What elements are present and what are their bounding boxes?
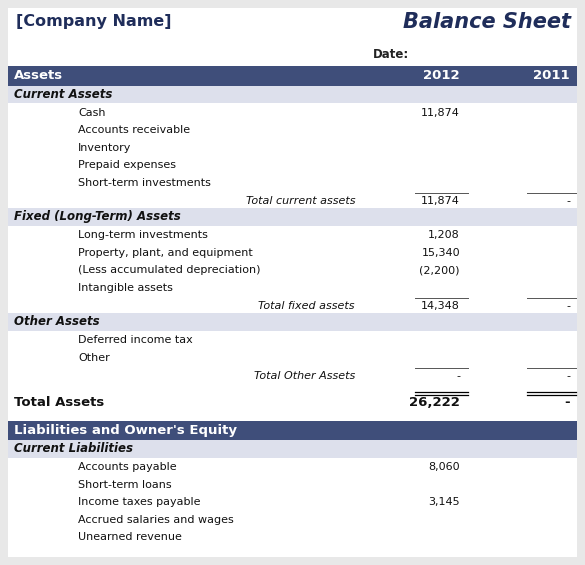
Bar bbox=[8, 85, 577, 103]
Text: Long-term investments: Long-term investments bbox=[78, 231, 208, 240]
Bar bbox=[8, 313, 577, 331]
Text: Accounts receivable: Accounts receivable bbox=[78, 125, 190, 135]
Text: Unearned revenue: Unearned revenue bbox=[78, 532, 182, 542]
Text: -: - bbox=[566, 196, 570, 206]
Text: -: - bbox=[566, 301, 570, 311]
Text: Intangible assets: Intangible assets bbox=[78, 282, 173, 293]
Bar bbox=[8, 420, 577, 440]
Text: [Company Name]: [Company Name] bbox=[16, 14, 171, 29]
Text: Fixed (Long-Term) Assets: Fixed (Long-Term) Assets bbox=[14, 210, 181, 223]
Text: Assets: Assets bbox=[14, 69, 63, 82]
Text: Short-term investments: Short-term investments bbox=[78, 178, 211, 188]
Text: (Less accumulated depreciation): (Less accumulated depreciation) bbox=[78, 265, 260, 275]
Text: (2,200): (2,200) bbox=[419, 265, 460, 275]
Text: Current Assets: Current Assets bbox=[14, 88, 112, 101]
Text: Current Liabilities: Current Liabilities bbox=[14, 442, 133, 455]
Text: Total Other Assets: Total Other Assets bbox=[254, 371, 355, 381]
Text: Income taxes payable: Income taxes payable bbox=[78, 497, 201, 507]
Text: Accrued salaries and wages: Accrued salaries and wages bbox=[78, 515, 234, 525]
Text: Prepaid expenses: Prepaid expenses bbox=[78, 160, 176, 170]
Text: Short-term loans: Short-term loans bbox=[78, 480, 171, 490]
Text: Total current assets: Total current assets bbox=[246, 196, 355, 206]
Text: Date:: Date: bbox=[373, 48, 409, 61]
Bar bbox=[8, 440, 577, 458]
Text: Other: Other bbox=[78, 353, 110, 363]
Text: 2011: 2011 bbox=[534, 69, 570, 82]
Bar bbox=[8, 66, 577, 85]
Text: Property, plant, and equipment: Property, plant, and equipment bbox=[78, 247, 253, 258]
Text: Accounts payable: Accounts payable bbox=[78, 462, 177, 472]
Text: Liabilities and Owner's Equity: Liabilities and Owner's Equity bbox=[14, 424, 237, 437]
Text: 15,340: 15,340 bbox=[421, 247, 460, 258]
Text: 1,208: 1,208 bbox=[428, 231, 460, 240]
Text: -: - bbox=[565, 396, 570, 409]
Text: Cash: Cash bbox=[78, 108, 105, 118]
Text: Inventory: Inventory bbox=[78, 143, 132, 153]
Text: 11,874: 11,874 bbox=[421, 108, 460, 118]
Text: 11,874: 11,874 bbox=[421, 196, 460, 206]
Text: 3,145: 3,145 bbox=[428, 497, 460, 507]
Text: -: - bbox=[566, 371, 570, 381]
Text: 14,348: 14,348 bbox=[421, 301, 460, 311]
Text: 26,222: 26,222 bbox=[409, 396, 460, 409]
Bar bbox=[8, 208, 577, 225]
Text: Other Assets: Other Assets bbox=[14, 315, 99, 328]
Text: Total Assets: Total Assets bbox=[14, 396, 104, 409]
Text: Deferred income tax: Deferred income tax bbox=[78, 335, 192, 345]
Text: -: - bbox=[456, 371, 460, 381]
Text: 2012: 2012 bbox=[424, 69, 460, 82]
Text: Balance Sheet: Balance Sheet bbox=[403, 12, 571, 32]
Text: Total fixed assets: Total fixed assets bbox=[259, 301, 355, 311]
Text: 8,060: 8,060 bbox=[428, 462, 460, 472]
